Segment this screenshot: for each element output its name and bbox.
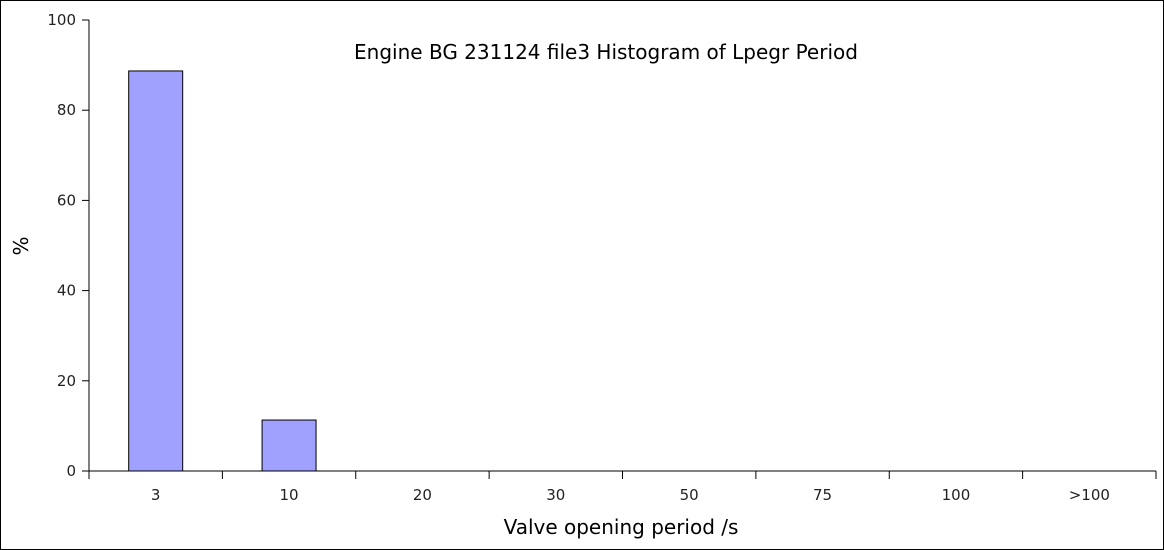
bar-10: [261, 419, 317, 472]
y-tick-label: 20: [57, 372, 76, 390]
y-tick-label: 100: [47, 11, 76, 29]
x-tick-label: 10: [280, 486, 299, 504]
y-tick-label: 0: [66, 462, 76, 480]
chart-title: Engine BG 231124 file3 Histogram of Lpeg…: [354, 40, 858, 64]
bars-group: [128, 70, 317, 472]
y-axis: 0 20 40 60 80 100: [47, 11, 90, 480]
x-tick-label: 50: [680, 486, 699, 504]
y-axis-label: %: [9, 236, 33, 255]
x-tick-label: 100: [942, 486, 971, 504]
x-axis-label: Valve opening period /s: [504, 515, 739, 539]
x-axis: 3 10 20 30 50 75 100 >100: [88, 470, 1157, 504]
x-tick-label: 20: [413, 486, 432, 504]
x-tick-label: >100: [1069, 486, 1110, 504]
bar-3: [128, 70, 184, 472]
y-tick-label: 40: [57, 282, 76, 300]
x-tick-label: 30: [546, 486, 565, 504]
x-tick-label: 75: [813, 486, 832, 504]
y-tick-label: 80: [57, 101, 76, 119]
x-tick-label: 3: [151, 486, 161, 504]
y-tick-label: 60: [57, 191, 76, 209]
